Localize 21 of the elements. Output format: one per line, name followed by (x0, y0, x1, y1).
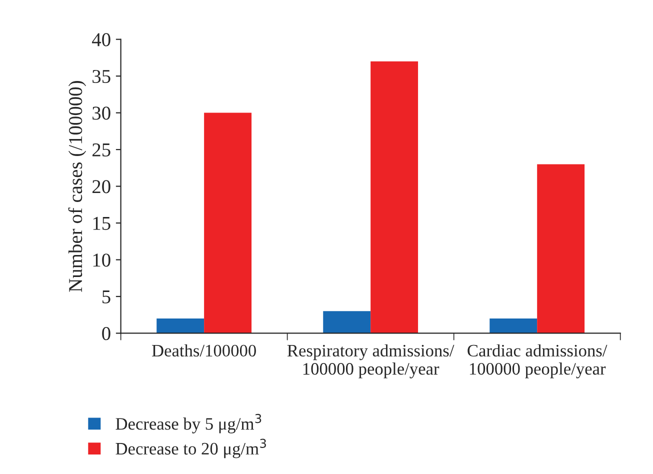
y-tick-label: 15 (93, 216, 110, 230)
y-tick-label: 20 (92, 180, 110, 194)
bar (490, 318, 538, 334)
bar (204, 112, 252, 334)
bar (323, 311, 371, 334)
y-tick-label: 25 (92, 143, 110, 156)
y-axis-title: Number of cases (/100000) (68, 81, 86, 292)
legend-label: Decrease by 5 μg/m$^{3}$ (116, 414, 262, 434)
y-tick-label: 30 (92, 106, 110, 120)
x-tick-label: Cardiac admissions/ 100000 people/year (468, 344, 608, 378)
y-tick-label: 10 (93, 254, 110, 267)
legend-label: Decrease to 20 μg/m$^{3}$ (116, 438, 266, 458)
x-tick-label: Respiratory admissions/ 100000 people/year (287, 344, 454, 378)
y-tick-label: 0 (102, 327, 110, 340)
bar (156, 318, 204, 334)
bar (537, 164, 585, 334)
bar (370, 61, 418, 334)
y-tick-label: 35 (92, 70, 110, 84)
x-tick-label: Deaths/100000 (152, 344, 256, 357)
y-tick-label: 40 (92, 33, 110, 46)
y-tick-label: 5 (102, 290, 110, 304)
